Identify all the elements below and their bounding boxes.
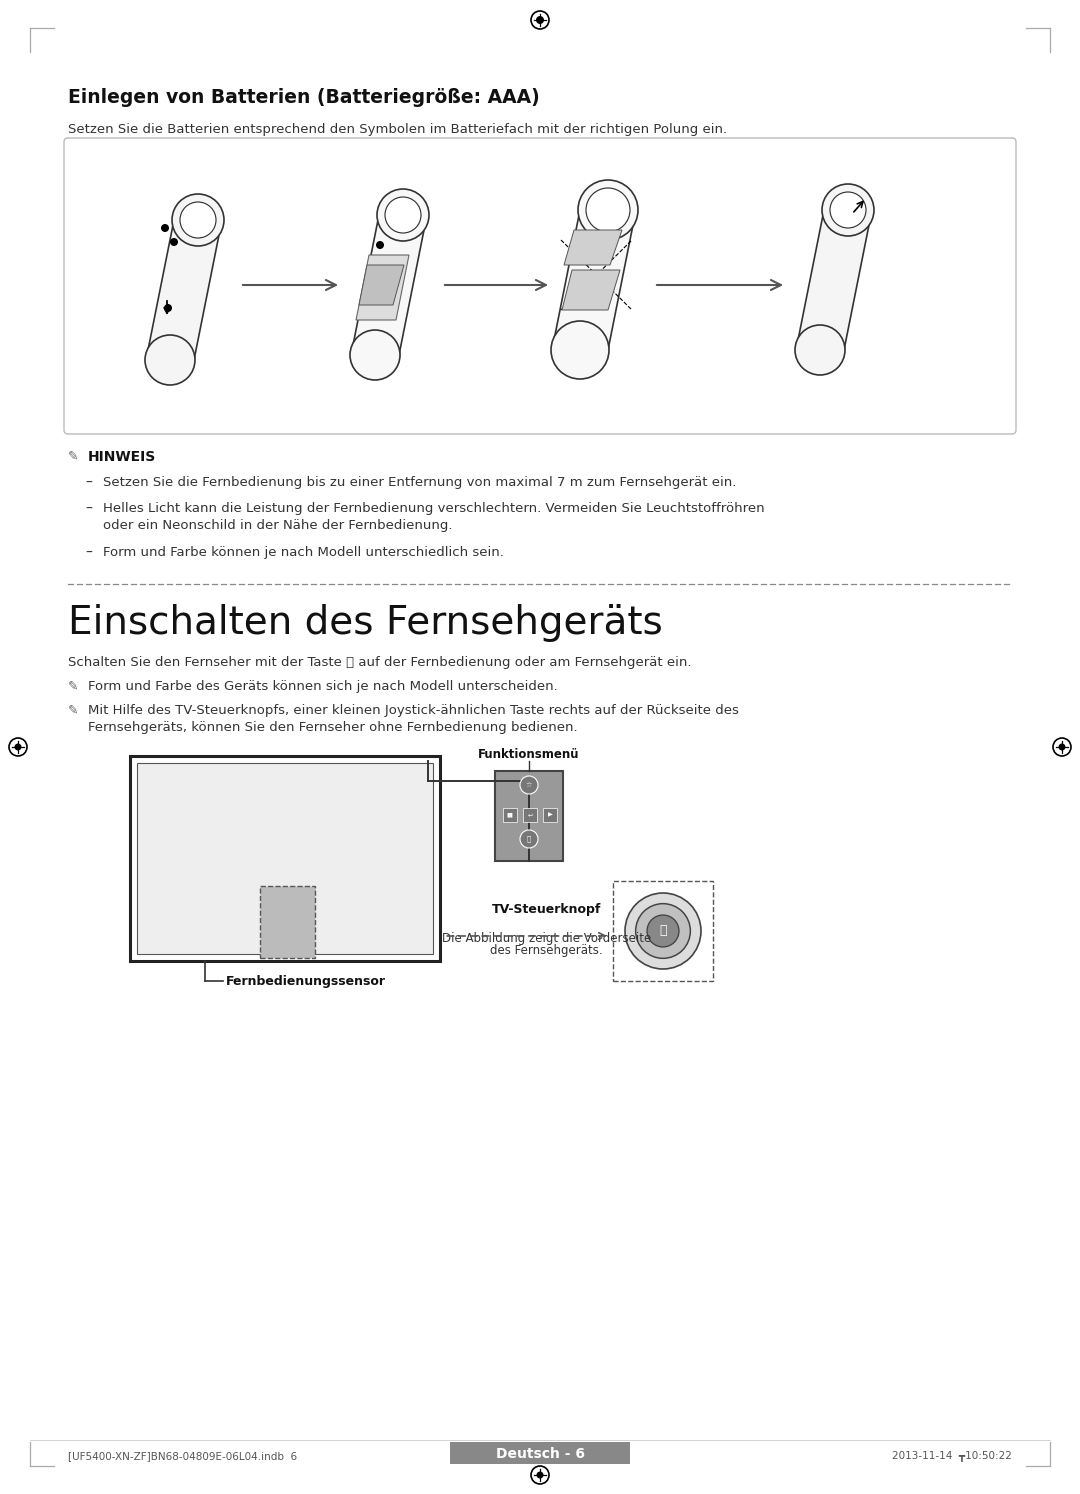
Bar bbox=[523, 808, 537, 822]
Text: ⏻: ⏻ bbox=[659, 925, 666, 938]
Circle shape bbox=[822, 184, 874, 236]
Polygon shape bbox=[351, 215, 427, 356]
Text: ⏻: ⏻ bbox=[527, 835, 531, 843]
Circle shape bbox=[551, 321, 609, 379]
Text: ▶: ▶ bbox=[548, 813, 552, 817]
Text: Setzen Sie die Batterien entsprechend den Symbolen im Batteriefach mit der richt: Setzen Sie die Batterien entsprechend de… bbox=[68, 123, 727, 136]
Circle shape bbox=[625, 893, 701, 970]
Polygon shape bbox=[146, 220, 222, 360]
Circle shape bbox=[376, 241, 384, 249]
Polygon shape bbox=[356, 255, 409, 320]
Text: Einlegen von Batterien (Batteriegröße: AAA): Einlegen von Batterien (Batteriegröße: A… bbox=[68, 88, 540, 108]
Text: Funktionsmenü: Funktionsmenü bbox=[478, 748, 580, 760]
Circle shape bbox=[1058, 744, 1066, 750]
Text: ✎: ✎ bbox=[68, 450, 79, 463]
Circle shape bbox=[795, 326, 845, 375]
Bar bbox=[137, 763, 433, 955]
Text: ✎: ✎ bbox=[68, 704, 79, 717]
Text: Fernbedienungssensor: Fernbedienungssensor bbox=[226, 974, 386, 988]
Bar bbox=[613, 881, 713, 982]
Circle shape bbox=[350, 330, 400, 379]
Polygon shape bbox=[796, 211, 872, 350]
Circle shape bbox=[536, 16, 544, 24]
Polygon shape bbox=[562, 270, 620, 309]
Circle shape bbox=[519, 775, 538, 793]
Text: –: – bbox=[85, 502, 92, 515]
Bar bbox=[543, 808, 557, 822]
Text: ↩: ↩ bbox=[527, 813, 532, 817]
Text: Form und Farbe können je nach Modell unterschiedlich sein.: Form und Farbe können je nach Modell unt… bbox=[103, 545, 504, 559]
Text: Setzen Sie die Fernbedienung bis zu einer Entfernung von maximal 7 m zum Fernseh: Setzen Sie die Fernbedienung bis zu eine… bbox=[103, 477, 737, 489]
Bar bbox=[503, 808, 517, 822]
Text: ✎: ✎ bbox=[68, 680, 79, 693]
Text: des Fernsehgeräts.: des Fernsehgeräts. bbox=[490, 944, 603, 958]
Text: Schalten Sie den Fernseher mit der Taste ⏻ auf der Fernbedienung oder am Fernseh: Schalten Sie den Fernseher mit der Taste… bbox=[68, 656, 691, 669]
Text: TV-Steuerknopf: TV-Steuerknopf bbox=[491, 902, 602, 916]
FancyBboxPatch shape bbox=[64, 137, 1016, 433]
Text: ▮▮: ▮▮ bbox=[507, 813, 513, 817]
Text: Mit Hilfe des TV-Steuerknopfs, einer kleinen Joystick-ähnlichen Taste rechts auf: Mit Hilfe des TV-Steuerknopfs, einer kle… bbox=[87, 704, 739, 717]
Text: Form und Farbe des Geräts können sich je nach Modell unterscheiden.: Form und Farbe des Geräts können sich je… bbox=[87, 680, 557, 693]
Text: Die Abbildung zeigt die Vorderseite: Die Abbildung zeigt die Vorderseite bbox=[442, 932, 651, 946]
Circle shape bbox=[145, 335, 195, 385]
Circle shape bbox=[14, 744, 22, 750]
Text: Helles Licht kann die Leistung der Fernbedienung verschlechtern. Vermeiden Sie L: Helles Licht kann die Leistung der Fernb… bbox=[103, 502, 765, 515]
Circle shape bbox=[578, 179, 638, 241]
Circle shape bbox=[519, 831, 538, 849]
Circle shape bbox=[647, 914, 679, 947]
Text: –: – bbox=[85, 545, 92, 560]
Circle shape bbox=[586, 188, 630, 232]
Text: [UF5400-XN-ZF]BN68-04809E-06L04.indb  6: [UF5400-XN-ZF]BN68-04809E-06L04.indb 6 bbox=[68, 1451, 297, 1461]
Circle shape bbox=[180, 202, 216, 238]
Text: Einschalten des Fernsehgeräts: Einschalten des Fernsehgeräts bbox=[68, 604, 663, 642]
Polygon shape bbox=[564, 230, 622, 264]
Circle shape bbox=[537, 1472, 543, 1479]
Circle shape bbox=[384, 197, 421, 233]
Circle shape bbox=[377, 190, 429, 241]
Text: 2013-11-14  ┳10:50:22: 2013-11-14 ┳10:50:22 bbox=[892, 1451, 1012, 1461]
Bar bbox=[450, 1442, 630, 1464]
Circle shape bbox=[164, 303, 172, 312]
Circle shape bbox=[831, 193, 866, 229]
Circle shape bbox=[170, 238, 178, 247]
Polygon shape bbox=[359, 264, 404, 305]
Text: Fernsehgeräts, können Sie den Fernseher ohne Fernbedienung bedienen.: Fernsehgeräts, können Sie den Fernseher … bbox=[87, 722, 578, 734]
Bar bbox=[260, 886, 315, 958]
Circle shape bbox=[161, 224, 168, 232]
Bar bbox=[130, 756, 440, 961]
Text: ☆: ☆ bbox=[526, 781, 532, 787]
Bar bbox=[495, 771, 563, 861]
Circle shape bbox=[636, 904, 690, 958]
Text: HINWEIS: HINWEIS bbox=[87, 450, 157, 465]
Circle shape bbox=[172, 194, 224, 247]
Text: –: – bbox=[85, 477, 92, 490]
Text: oder ein Neonschild in der Nähe der Fernbedienung.: oder ein Neonschild in der Nähe der Fern… bbox=[103, 518, 453, 532]
Polygon shape bbox=[552, 211, 636, 350]
Text: Deutsch - 6: Deutsch - 6 bbox=[496, 1448, 584, 1461]
